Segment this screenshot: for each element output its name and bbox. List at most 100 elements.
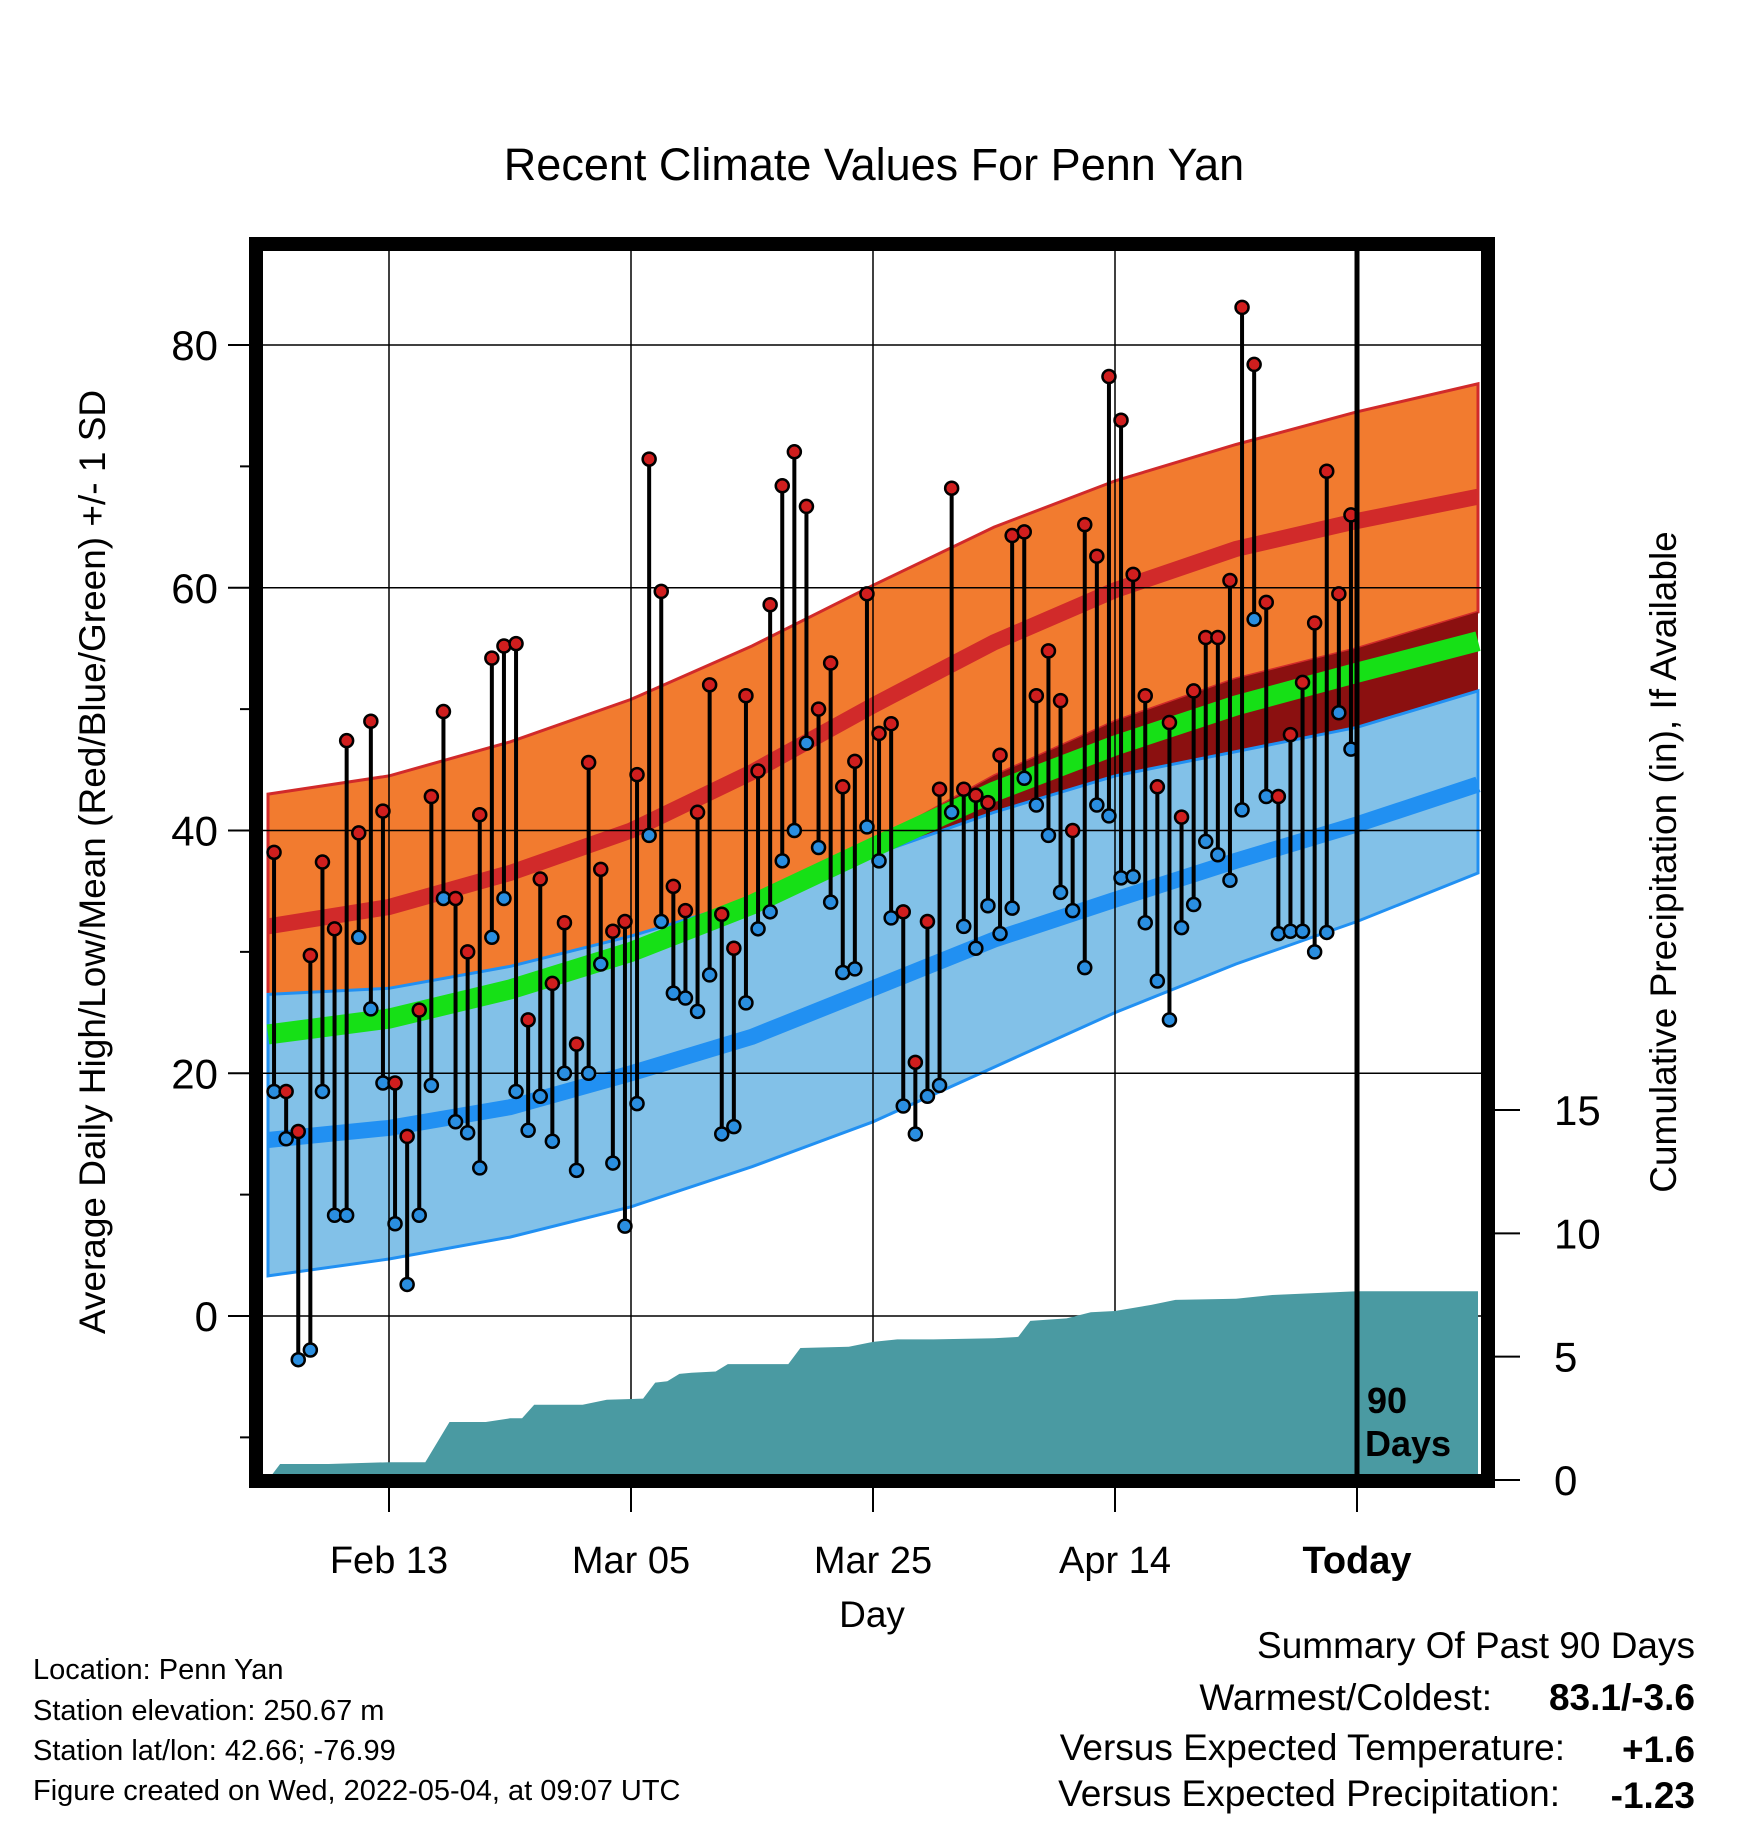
x-tick-label: Today <box>1302 1540 1411 1582</box>
daily-low-point <box>411 1207 427 1224</box>
daily-low-point <box>1040 827 1057 844</box>
daily-low-point <box>689 1003 706 1020</box>
daily-low-point <box>1222 872 1238 889</box>
daily-low-point <box>1052 884 1069 901</box>
daily-high-point <box>931 781 948 797</box>
daily-low-point <box>508 1083 524 1100</box>
daily-low-point <box>605 1155 621 1171</box>
daily-high-point <box>701 677 718 693</box>
daily-low-point <box>1234 802 1250 818</box>
daily-high-point <box>1222 572 1238 589</box>
plot-frame <box>249 237 1495 1488</box>
daily-high-point <box>835 779 851 795</box>
daily-high-point <box>1028 688 1045 704</box>
daily-low-point <box>968 940 984 956</box>
daily-high-point <box>399 1128 415 1145</box>
daily-low-point <box>859 819 875 835</box>
daily-high-point <box>762 596 778 613</box>
daily-high-point <box>919 913 936 930</box>
daily-high-point <box>508 635 524 652</box>
daily-low-point <box>883 910 899 926</box>
temp-departure-value: +1.6 <box>1622 1729 1695 1770</box>
daily-high-point <box>1149 779 1166 795</box>
station-info: Location: Penn Yan Station elevation: 25… <box>33 1654 681 1807</box>
daily-high-point <box>1052 692 1069 709</box>
daily-low-point <box>1028 797 1045 813</box>
daily-high-point <box>580 754 597 771</box>
precip-departure-label: Versus Expected Precipitation: <box>1058 1773 1560 1814</box>
daily-low-point <box>1064 902 1081 919</box>
daily-low-point <box>653 913 669 930</box>
daily-high-point <box>1294 674 1311 691</box>
daily-high-point <box>1016 524 1032 540</box>
daily-high-point <box>1331 586 1347 602</box>
daily-high-point <box>459 944 476 960</box>
daily-high-point <box>1137 688 1153 704</box>
daily-high-point <box>290 1123 306 1140</box>
daily-low-point <box>532 1088 548 1105</box>
daily-high-point <box>532 871 548 887</box>
daily-high-point <box>1258 594 1274 611</box>
daily-low-point <box>1137 914 1153 931</box>
daily-high-point <box>689 804 706 821</box>
daily-low-point <box>472 1160 488 1176</box>
daily-high-point <box>750 763 766 779</box>
daily-high-point <box>520 1012 536 1028</box>
daily-high-point <box>895 904 911 920</box>
daily-low-point <box>1101 808 1117 824</box>
x-tick-label: Apr 14 <box>1059 1540 1171 1582</box>
daily-high-point <box>1101 368 1117 385</box>
daily-low-point <box>956 918 972 935</box>
daily-high-point <box>980 794 996 811</box>
daily-high-point <box>544 975 561 992</box>
daily-high-point <box>786 444 803 460</box>
daily-high-point <box>1270 788 1287 805</box>
daily-low-point <box>496 890 512 907</box>
daily-high-point <box>1125 566 1141 583</box>
daily-low-point <box>980 898 996 914</box>
daily-low-point <box>1016 770 1032 787</box>
y-tick-label: 20 <box>171 1050 218 1097</box>
daily-high-point <box>859 586 875 602</box>
daily-low-point <box>786 822 803 839</box>
daily-low-point <box>677 990 694 1006</box>
summary-box: Summary Of Past 90 Days Warmest/Coldest:… <box>1058 1625 1695 1816</box>
y2-axis-label: Cumulative Precipitation (in), If Availa… <box>1643 531 1684 1193</box>
daily-low-point <box>1161 1012 1178 1028</box>
y2-tick-label: 10 <box>1554 1210 1601 1257</box>
daily-low-point <box>593 956 609 972</box>
y2-tick-label: 5 <box>1554 1334 1577 1381</box>
daily-high-point <box>1246 356 1262 373</box>
daily-high-point <box>447 890 464 907</box>
daily-low-point <box>1125 868 1141 885</box>
daily-low-point <box>919 1088 936 1105</box>
daily-high-point <box>375 803 391 819</box>
daily-high-point <box>435 703 452 720</box>
daily-low-point <box>617 1218 633 1234</box>
warmest-coldest-value: 83.1/-3.6 <box>1549 1677 1695 1718</box>
daily-high-point <box>496 638 512 654</box>
daily-low-point <box>1210 847 1226 863</box>
daily-low-point <box>907 1126 924 1142</box>
daily-low-point <box>278 1131 294 1147</box>
daily-low-point <box>484 929 500 946</box>
daily-high-point <box>314 854 331 870</box>
daily-high-point <box>629 766 645 783</box>
daily-low-point <box>520 1122 536 1139</box>
daily-low-point <box>399 1276 415 1293</box>
daily-high-point <box>1113 412 1129 429</box>
x-axis-label: Day <box>839 1594 905 1635</box>
daily-high-point <box>1040 643 1057 659</box>
daily-high-point <box>956 781 972 797</box>
daily-high-point <box>1173 809 1190 825</box>
summary-heading: Summary Of Past 90 Days <box>1257 1625 1695 1666</box>
daily-high-point <box>278 1083 294 1100</box>
daily-high-point <box>774 478 790 494</box>
daily-high-point <box>726 940 742 956</box>
daily-low-point <box>701 967 718 983</box>
today-days-number: 90 <box>1367 1380 1407 1421</box>
daily-low-point <box>1331 705 1347 721</box>
y-tick-label: 60 <box>171 565 218 612</box>
daily-low-point <box>580 1065 597 1081</box>
